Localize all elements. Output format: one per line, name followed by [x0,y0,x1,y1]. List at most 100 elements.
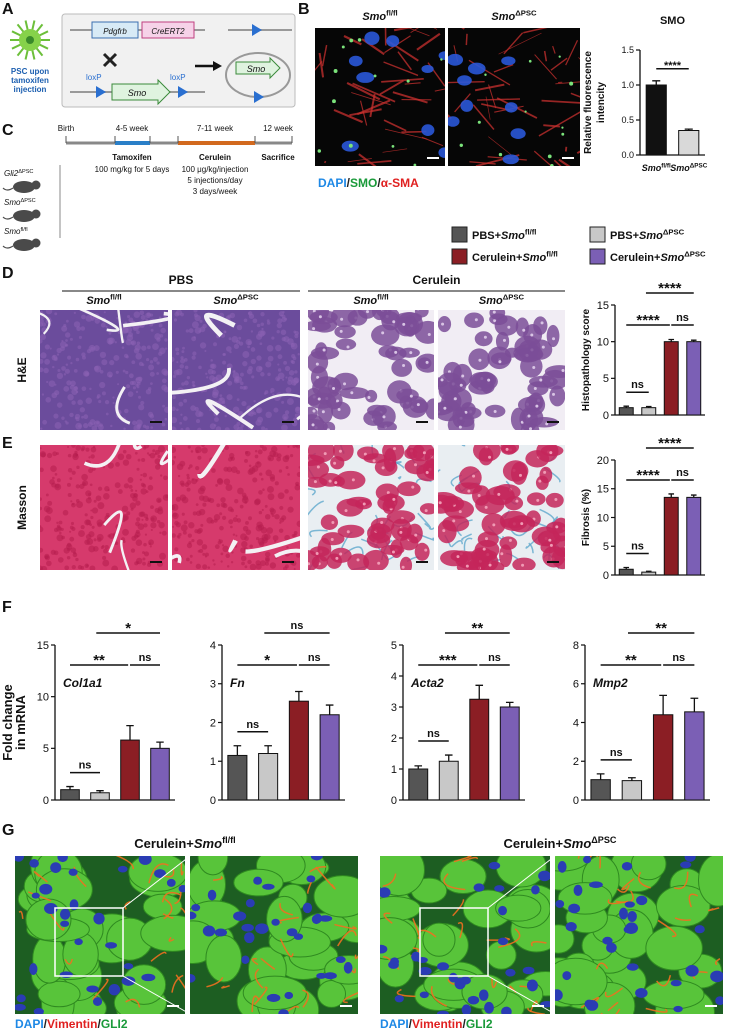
nucleus [461,1004,472,1014]
nucleus [278,1009,289,1014]
cell [172,406,176,411]
cell [273,407,279,413]
cell [195,465,200,471]
dot [332,99,336,104]
cell [154,507,160,513]
mouse-tail [2,187,14,191]
y-tick-label: 0 [573,795,579,807]
cell [242,495,249,501]
cell [63,324,67,328]
cell [195,563,202,570]
acinus [309,546,330,557]
cell [209,498,215,504]
vimentin [277,916,299,924]
cell [295,380,299,384]
cell [236,518,242,523]
cell [78,530,85,538]
septum [245,535,300,554]
fiber [315,61,323,71]
text-run: / [347,176,351,190]
cell [183,398,188,403]
significance-label: ns [139,652,152,664]
y-tick-label: 5 [43,743,49,755]
bar [645,84,667,156]
cell [61,535,65,540]
cell [249,563,257,570]
text-run: Smo [522,252,546,264]
micrograph [438,445,565,570]
cell [180,482,185,487]
error-bar [264,745,272,754]
text-run: Smo [4,198,21,207]
label: 3 days/week [193,187,238,196]
label: SmoΔPSC [491,9,537,23]
label: Masson [15,485,29,530]
label: PBS [169,273,194,287]
granule [492,310,496,314]
text-run: GLI2 [101,1017,128,1031]
cell [69,337,73,341]
cell [190,405,196,411]
cell [64,368,70,374]
cell [196,529,202,535]
cell [69,530,72,533]
text-run: ΔPSC [503,293,525,302]
cell [250,358,256,365]
significance-label: ns [631,541,644,553]
cell [88,468,93,474]
cell [156,361,160,365]
label: 100 μg/kg/injection [182,165,249,174]
cell [75,484,80,489]
legend-swatch [589,248,606,265]
nucleus [467,995,480,1005]
granule [318,315,322,319]
granule [467,489,471,493]
granule [351,478,355,482]
granule [381,331,385,335]
cell [266,321,271,325]
cell [121,326,129,334]
bar [686,496,702,576]
cell [84,519,91,526]
cell [74,413,81,420]
cell [180,524,188,532]
cell [226,363,233,370]
cell [186,480,192,485]
cell [69,525,74,530]
bar [319,714,340,801]
nucleus [438,147,445,158]
acinus [464,312,485,328]
cell [276,456,282,462]
fiber [410,28,419,33]
granule [482,547,486,551]
cell [182,416,188,421]
cell [136,517,141,522]
nucleus [190,974,196,983]
cell [240,372,244,377]
cell [163,475,168,481]
granule [316,465,320,469]
cell [219,539,223,544]
acinus [308,454,325,466]
cell [281,316,287,323]
nucleus [123,963,134,970]
granule [422,451,426,455]
cell [262,446,267,452]
dot [349,38,354,43]
granule [500,552,504,556]
cell [90,454,95,459]
mouse-tail [2,216,14,220]
cell [71,565,76,570]
acinus [315,342,328,358]
cell [186,476,190,480]
cell [69,384,75,390]
cell [89,387,92,391]
granule [458,510,462,514]
cell [40,367,44,373]
label: Birth [58,124,74,133]
cell [104,399,110,405]
cell [236,470,241,475]
fiber [553,159,562,166]
vimentin [621,877,635,891]
nucleus [436,1010,449,1014]
